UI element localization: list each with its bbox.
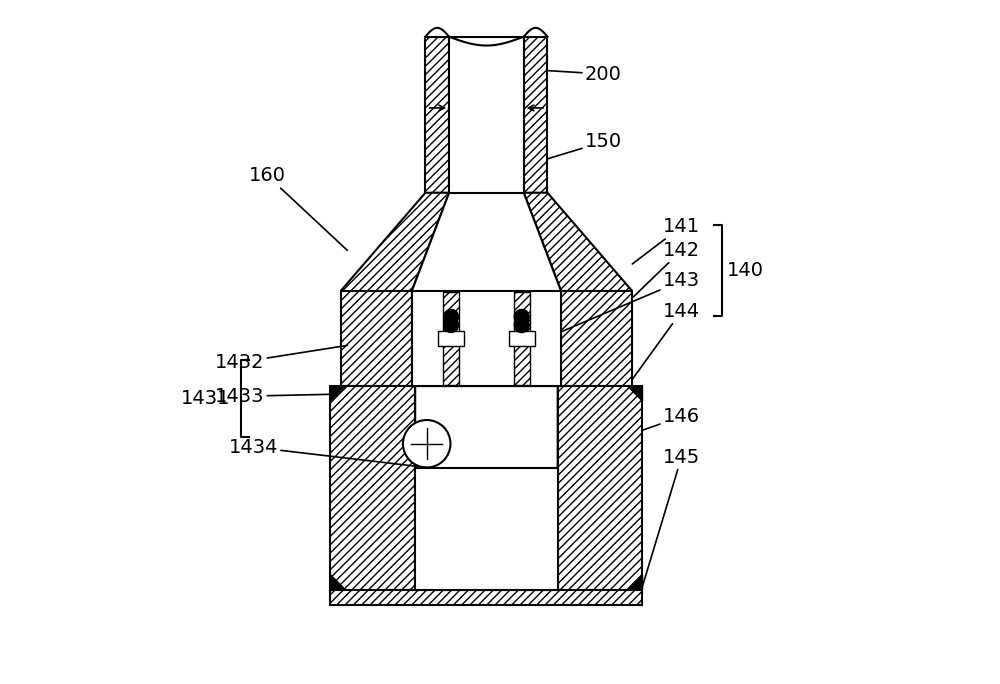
Bar	[415, 467, 558, 590]
Text: 160: 160	[249, 166, 347, 250]
Text: 140: 140	[727, 261, 764, 280]
Text: 1433: 1433	[215, 386, 334, 406]
Text: 144: 144	[632, 302, 700, 380]
Text: 1434: 1434	[229, 438, 427, 467]
Circle shape	[444, 309, 459, 324]
Polygon shape	[415, 386, 558, 495]
Text: 150: 150	[547, 133, 622, 159]
Text: 142: 142	[632, 241, 700, 298]
Polygon shape	[412, 193, 561, 291]
Text: 143: 143	[561, 272, 700, 332]
Text: 1431: 1431	[181, 389, 231, 408]
Text: 146: 146	[642, 407, 700, 430]
Polygon shape	[628, 575, 642, 590]
Bar	[509, 331, 535, 346]
Circle shape	[444, 317, 459, 332]
Bar	[412, 291, 561, 386]
Polygon shape	[514, 293, 530, 384]
Bar	[438, 331, 464, 346]
Polygon shape	[558, 386, 642, 590]
Text: 145: 145	[642, 448, 700, 586]
Polygon shape	[524, 193, 632, 291]
Circle shape	[514, 309, 529, 324]
Polygon shape	[330, 590, 642, 605]
Bar	[449, 37, 524, 193]
Polygon shape	[561, 291, 632, 386]
Polygon shape	[341, 193, 449, 291]
Text: 200: 200	[547, 64, 622, 83]
Polygon shape	[524, 37, 547, 193]
Polygon shape	[425, 37, 449, 193]
Circle shape	[514, 317, 529, 332]
Polygon shape	[341, 291, 412, 386]
Polygon shape	[628, 386, 642, 401]
Polygon shape	[443, 293, 459, 384]
Polygon shape	[330, 386, 345, 401]
Circle shape	[403, 420, 450, 467]
Polygon shape	[330, 386, 415, 590]
Text: 1432: 1432	[215, 345, 347, 372]
Text: 141: 141	[632, 217, 700, 264]
Polygon shape	[330, 575, 345, 590]
